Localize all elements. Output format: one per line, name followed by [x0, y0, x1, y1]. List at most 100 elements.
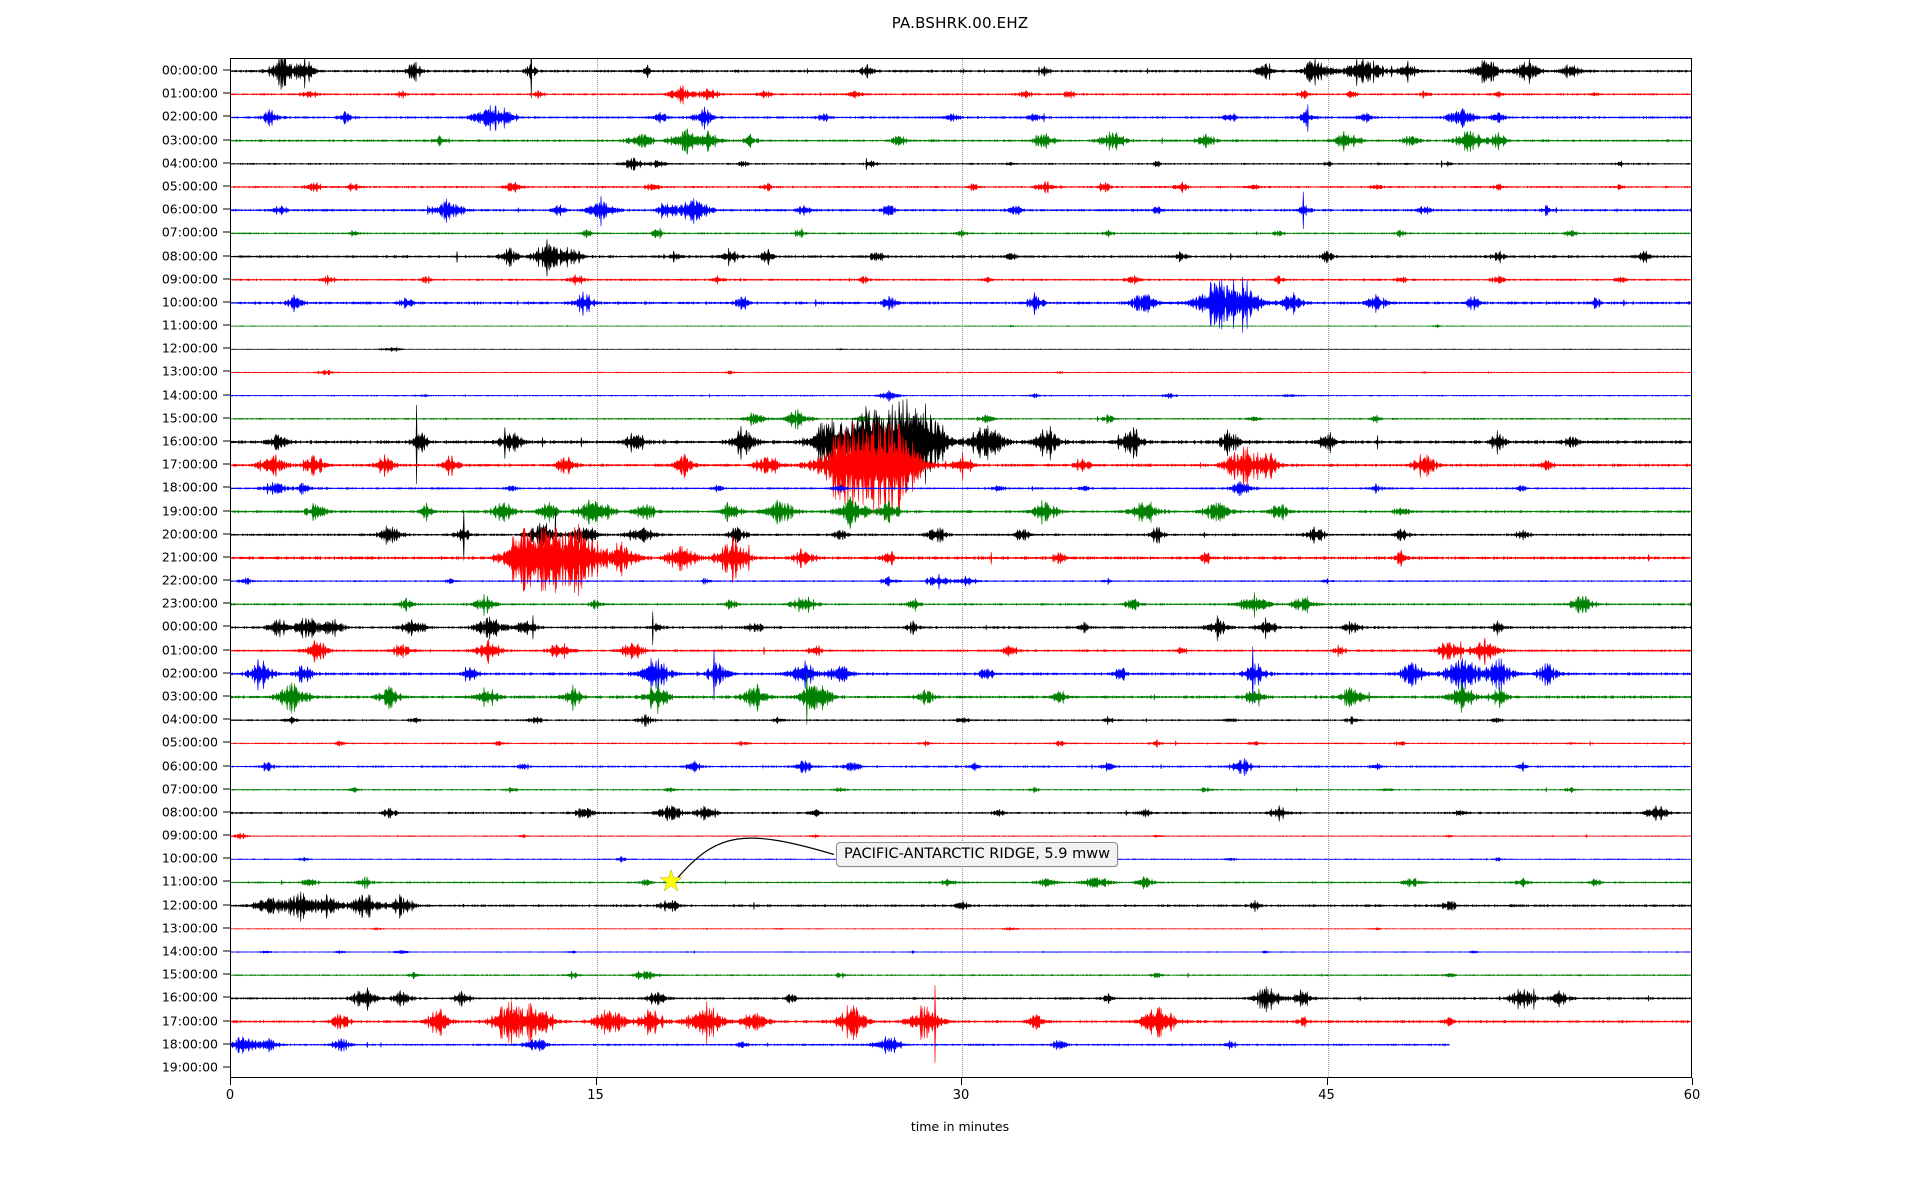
- y-tick-mark: [223, 1043, 230, 1044]
- trace-row: [231, 805, 1691, 821]
- y-tick-mark: [223, 348, 230, 349]
- y-tick-mark: [223, 209, 230, 210]
- trace-row: [231, 892, 1691, 922]
- trace-row: [231, 876, 1691, 889]
- y-tick-mark: [223, 997, 230, 998]
- y-tick-mark: [223, 301, 230, 302]
- y-tick-mark: [223, 394, 230, 395]
- y-tick-label: 08:00:00: [162, 248, 218, 263]
- event-star-icon: [659, 869, 683, 893]
- trace-row: [231, 422, 1691, 514]
- y-tick-mark: [223, 186, 230, 187]
- y-tick-mark: [223, 533, 230, 534]
- trace-row: [231, 128, 1691, 154]
- event-annotation-label[interactable]: PACIFIC-ANTARCTIC RIDGE, 5.9 mww: [836, 842, 1118, 867]
- y-tick-mark: [223, 1066, 230, 1067]
- y-tick-label: 04:00:00: [162, 712, 218, 727]
- y-tick-label: 16:00:00: [162, 990, 218, 1005]
- y-tick-mark: [223, 371, 230, 372]
- trace-row: [231, 370, 1691, 375]
- y-tick-mark: [223, 417, 230, 418]
- y-tick-label: 09:00:00: [162, 271, 218, 286]
- y-tick-label: 05:00:00: [162, 179, 218, 194]
- x-tick-label: 15: [587, 1088, 604, 1103]
- y-tick-label: 08:00:00: [162, 804, 218, 819]
- trace-row: [231, 574, 1691, 590]
- y-tick-mark: [223, 162, 230, 163]
- y-tick-label: 14:00:00: [162, 944, 218, 959]
- y-tick-mark: [223, 696, 230, 697]
- page-title: PA.BSHRK.00.EHZ: [0, 14, 1920, 32]
- y-tick-label: 01:00:00: [162, 642, 218, 657]
- trace-row: [231, 158, 1691, 171]
- y-tick-label: 02:00:00: [162, 109, 218, 124]
- y-tick-label: 15:00:00: [162, 967, 218, 982]
- y-tick-label: 00:00:00: [162, 619, 218, 634]
- x-tick-mark: [230, 1078, 231, 1085]
- y-tick-label: 12:00:00: [162, 341, 218, 356]
- y-tick-mark: [223, 580, 230, 581]
- y-tick-mark: [223, 858, 230, 859]
- y-tick-mark: [223, 116, 230, 117]
- trace-row: [231, 104, 1691, 132]
- x-tick-mark: [1327, 1078, 1328, 1085]
- y-tick-mark: [223, 70, 230, 71]
- x-tick-mark: [961, 1078, 962, 1085]
- y-tick-label: 17:00:00: [162, 1013, 218, 1028]
- trace-row: [231, 239, 1691, 276]
- x-tick-mark: [1692, 1078, 1693, 1085]
- trace-row: [231, 927, 1691, 930]
- y-tick-mark: [223, 765, 230, 766]
- trace-row: [231, 59, 1691, 98]
- y-tick-label: 09:00:00: [162, 828, 218, 843]
- y-tick-mark: [223, 719, 230, 720]
- y-tick-mark: [223, 974, 230, 975]
- traces-container: [231, 59, 1691, 1077]
- y-tick-mark: [223, 93, 230, 94]
- trace-row: [231, 787, 1691, 793]
- trace-row: [231, 511, 1691, 562]
- y-tick-mark: [223, 232, 230, 233]
- y-tick-mark: [223, 487, 230, 488]
- y-tick-label: 13:00:00: [162, 920, 218, 935]
- x-tick-label: 30: [953, 1088, 970, 1103]
- y-tick-label: 04:00:00: [162, 155, 218, 170]
- trace-row: [231, 182, 1691, 194]
- y-tick-label: 15:00:00: [162, 410, 218, 425]
- y-tick-label: 10:00:00: [162, 294, 218, 309]
- y-tick-mark: [223, 904, 230, 905]
- trace-canvas: [231, 59, 1691, 1077]
- y-tick-label: 16:00:00: [162, 434, 218, 449]
- y-tick-mark: [223, 672, 230, 673]
- trace-row: [231, 325, 1691, 328]
- trace-row: [231, 714, 1691, 726]
- x-tick-label: 45: [1318, 1088, 1335, 1103]
- trace-row: [231, 481, 1691, 496]
- trace-row: [231, 592, 1691, 617]
- trace-row: [231, 85, 1691, 104]
- y-tick-label: 19:00:00: [162, 1059, 218, 1074]
- y-tick-mark: [223, 441, 230, 442]
- y-tick-label: 07:00:00: [162, 225, 218, 240]
- trace-row: [231, 399, 1691, 491]
- y-tick-mark: [223, 464, 230, 465]
- trace-row: [231, 1036, 1449, 1054]
- y-tick-mark: [223, 278, 230, 279]
- y-tick-mark: [223, 510, 230, 511]
- y-tick-label: 02:00:00: [162, 665, 218, 680]
- trace-row: [231, 833, 1691, 839]
- y-tick-label: 06:00:00: [162, 202, 218, 217]
- y-tick-label: 19:00:00: [162, 503, 218, 518]
- y-tick-mark: [223, 556, 230, 557]
- y-tick-label: 07:00:00: [162, 781, 218, 796]
- trace-row: [231, 758, 1691, 776]
- trace-row: [231, 274, 1691, 285]
- trace-row: [231, 986, 1691, 1012]
- y-tick-label: 11:00:00: [162, 318, 218, 333]
- y-tick-label: 17:00:00: [162, 457, 218, 472]
- y-tick-mark: [223, 325, 230, 326]
- y-tick-label: 10:00:00: [162, 851, 218, 866]
- trace-row: [231, 228, 1691, 239]
- plot-area[interactable]: [230, 58, 1692, 1078]
- y-tick-mark: [223, 1020, 230, 1021]
